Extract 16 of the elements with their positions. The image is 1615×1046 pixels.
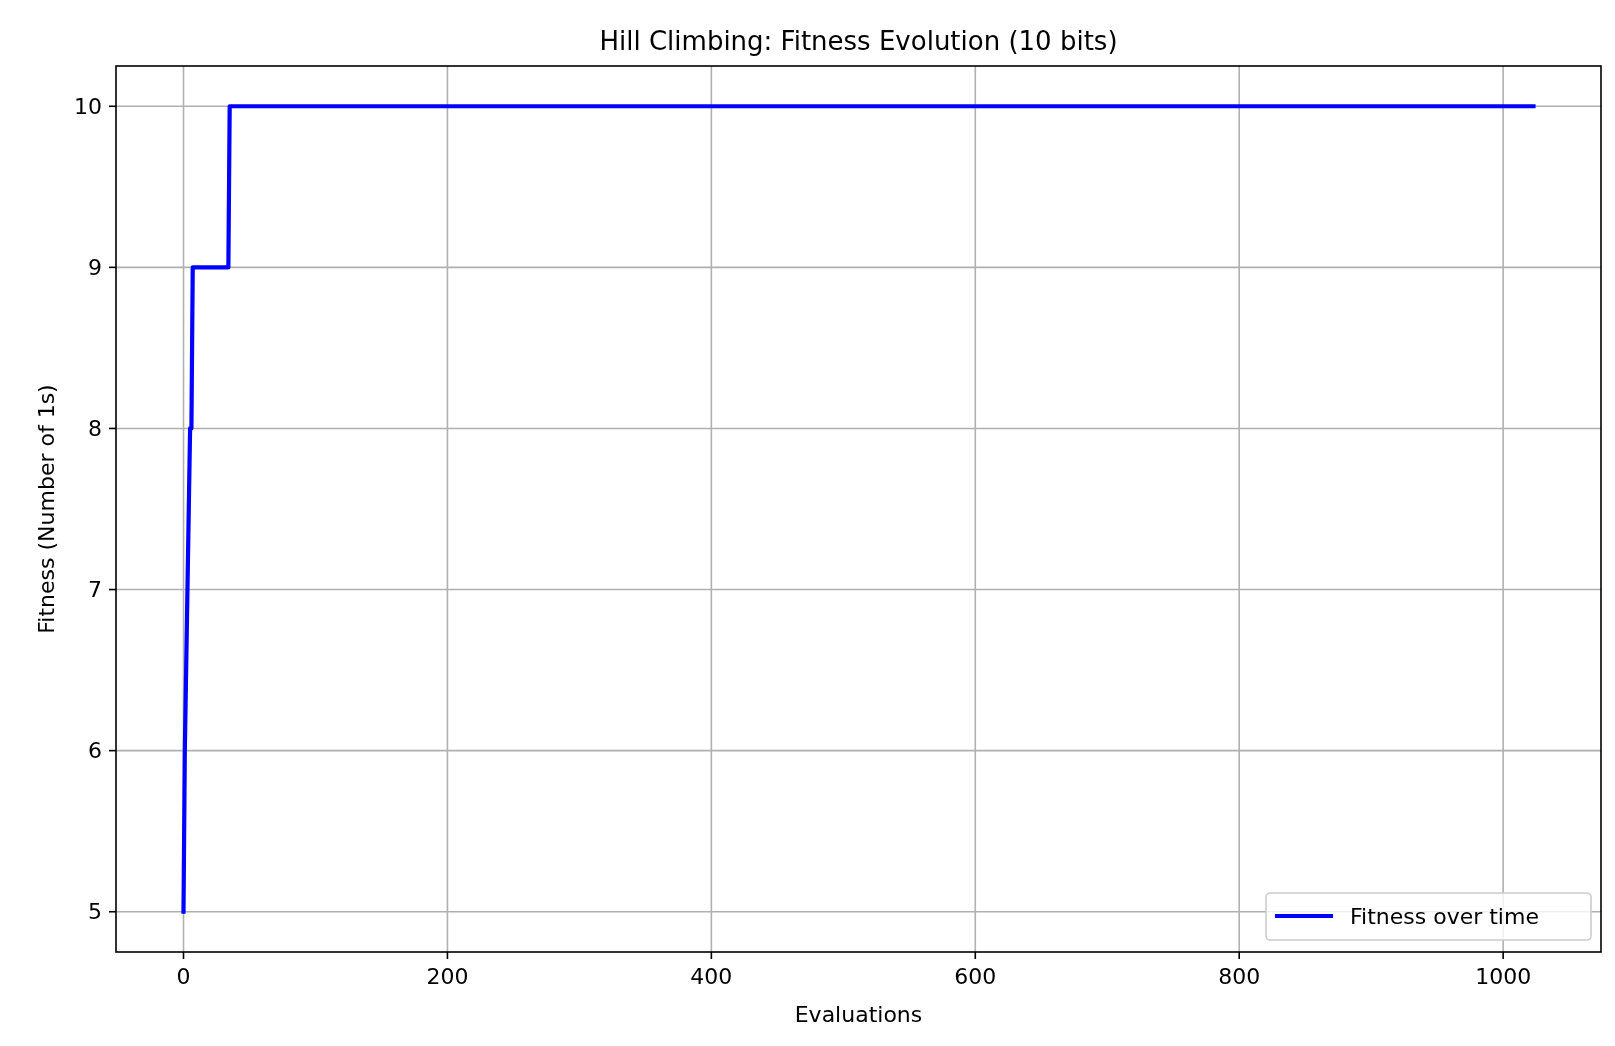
y-tick-label: 7 (88, 577, 102, 603)
y-tick-label: 5 (88, 899, 102, 925)
x-tick-label: 400 (690, 963, 733, 989)
y-tick-label: 10 (74, 93, 102, 119)
x-tick-label: 1000 (1475, 963, 1532, 989)
chart-title: Hill Climbing: Fitness Evolution (10 bits) (599, 26, 1118, 56)
x-tick-label: 0 (176, 963, 191, 989)
y-tick-label: 9 (88, 255, 102, 281)
x-tick-label: 600 (954, 963, 997, 989)
x-tick-label: 200 (426, 963, 469, 989)
x-axis-title: Evaluations (794, 1001, 923, 1027)
x-tick-label: 800 (1218, 963, 1261, 989)
y-axis-title: Fitness (Number of 1s) (34, 384, 59, 634)
legend-label: Fitness over time (1350, 903, 1539, 929)
y-tick-label: 6 (88, 738, 102, 764)
y-tick-label: 8 (88, 416, 102, 442)
